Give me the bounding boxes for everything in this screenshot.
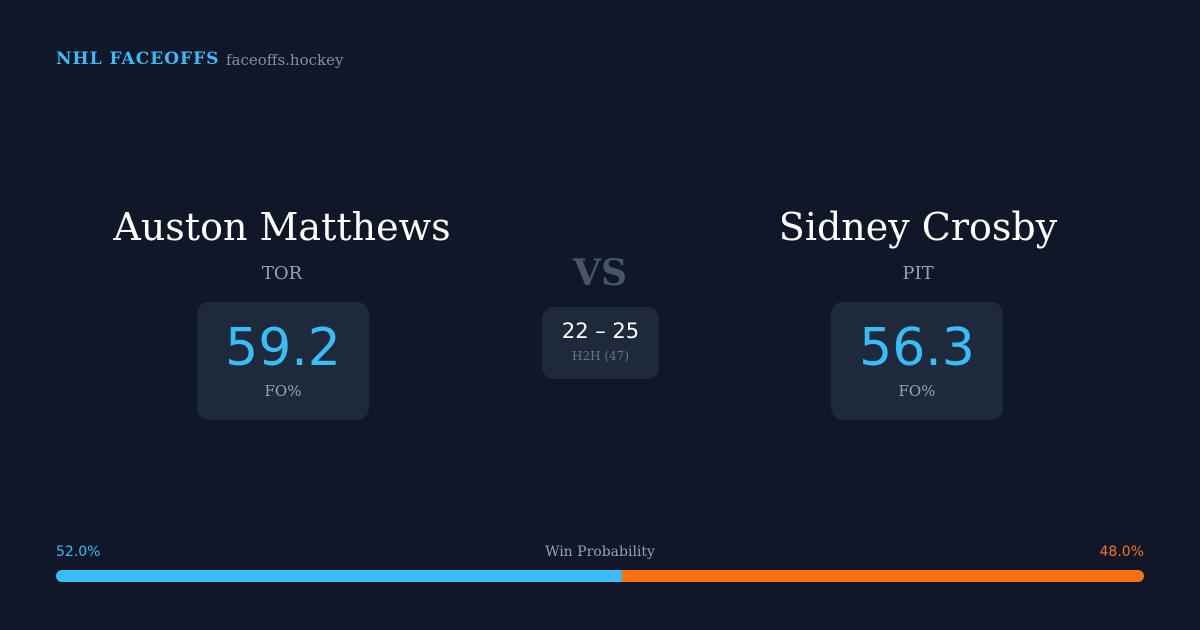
stat-label: FO% [898, 382, 936, 400]
stat-value: 56.3 [859, 318, 975, 378]
brand: NHL FACEOFFS [56, 49, 220, 69]
win-prob-title: Win Probability [545, 544, 655, 560]
win-prob-segment [56, 570, 622, 582]
versus: VS [573, 252, 627, 294]
player-team: PIT [902, 263, 934, 284]
win-prob-right: 48.0% [1099, 544, 1144, 560]
stat-value: 59.2 [225, 318, 341, 378]
site-name: faceoffs.hockey [226, 51, 344, 69]
player-name: Sidney Crosby [778, 205, 1058, 249]
win-prob-bar [56, 570, 1144, 582]
h2h-score: 22 – 25 [561, 319, 640, 343]
player-name: Auston Matthews [113, 205, 451, 249]
stat-card: 59.2 FO% [197, 302, 369, 420]
h2h-label: H2H (47) [571, 349, 629, 363]
h2h-card: 22 – 25 H2H (47) [542, 307, 659, 379]
stat-label: FO% [264, 382, 302, 400]
stat-card: 56.3 FO% [831, 302, 1003, 420]
win-prob-segment [621, 570, 1144, 582]
player-team: TOR [261, 263, 303, 284]
win-prob-left: 52.0% [56, 544, 101, 560]
